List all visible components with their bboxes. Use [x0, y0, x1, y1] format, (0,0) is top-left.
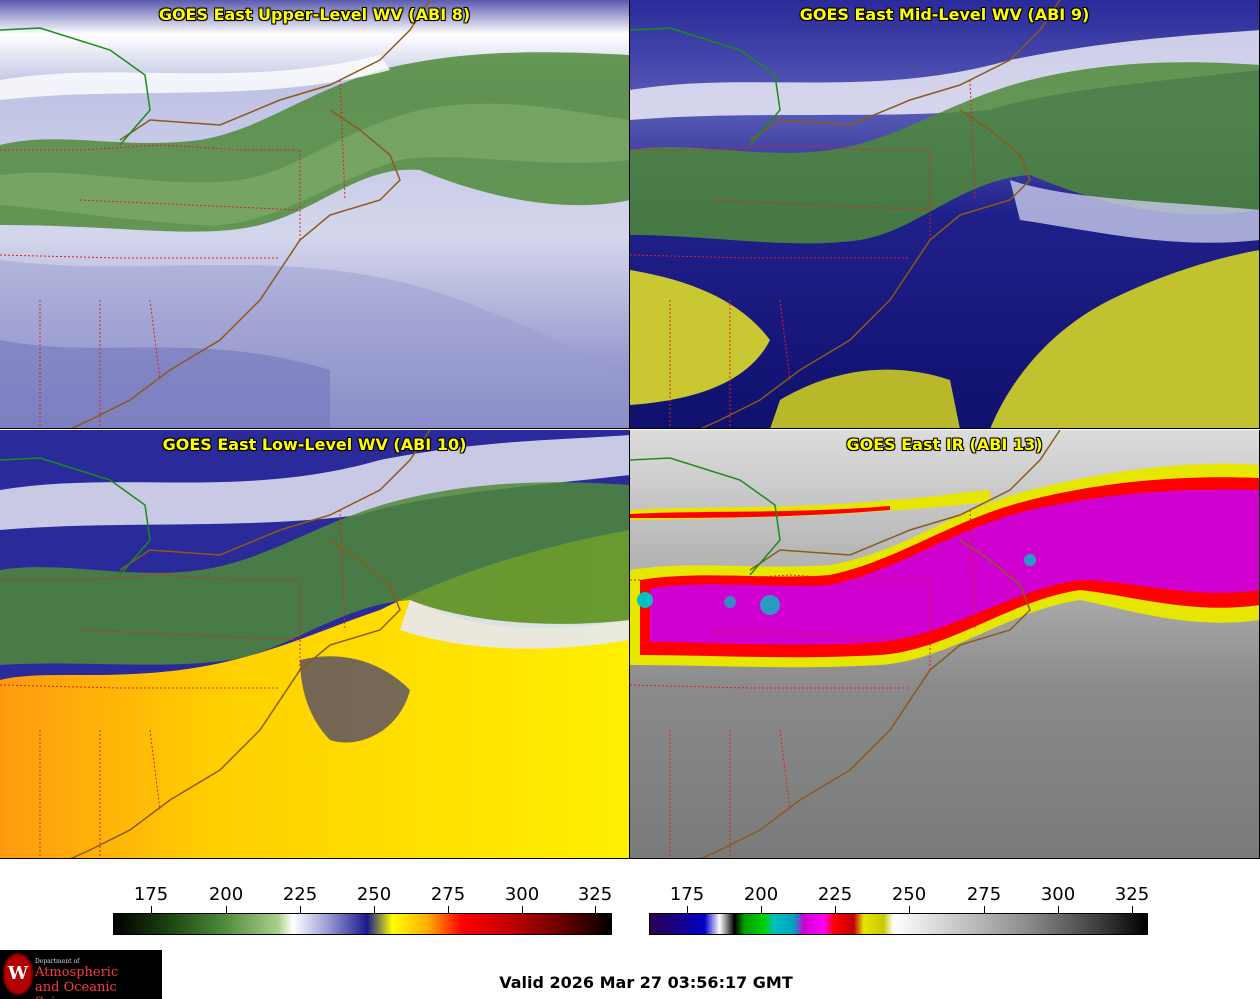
wv-tick-label: 275	[430, 884, 466, 905]
logo-line2: Atmospheric	[35, 965, 119, 980]
ir-tick-label: 225	[817, 884, 853, 905]
ir-colorbar: 175 200 225 250 275 300 325	[649, 884, 1150, 937]
ir-image	[630, 430, 1259, 858]
wv-colorbar-gradient	[113, 913, 612, 935]
logo-line3: and Oceanic Sciences	[35, 980, 117, 999]
ir-tick-label: 300	[1040, 884, 1076, 905]
panel-title: GOES East Low-Level WV (ABI 10)	[162, 435, 467, 454]
wv-colorbar-labels: 175 200 225 250 275 300 325	[113, 884, 613, 914]
aos-logo: W Department of Atmospheric and Oceanic …	[0, 950, 162, 999]
panel-title: GOES East Upper-Level WV (ABI 8)	[158, 5, 471, 24]
upper-level-wv-panel: GOES East Upper-Level WV (ABI 8)	[0, 0, 630, 429]
wv-tick-label: 200	[208, 884, 244, 905]
ir-tick-label: 175	[669, 884, 705, 905]
ir-tick-label: 200	[743, 884, 779, 905]
low-level-wv-panel: GOES East Low-Level WV (ABI 10)	[0, 430, 630, 859]
valid-time: Valid 2026 Mar 27 03:56:17 GMT	[499, 973, 793, 992]
low-level-wv-image	[0, 430, 629, 858]
upper-level-wv-image	[0, 0, 629, 428]
wv-tick-label: 175	[133, 884, 169, 905]
wv-tick-label: 300	[504, 884, 540, 905]
panel-title: GOES East IR (ABI 13)	[846, 435, 1043, 454]
ir-tick-label: 250	[891, 884, 927, 905]
ir-panel: GOES East IR (ABI 13)	[630, 430, 1260, 859]
logo-line1: Department of	[35, 958, 80, 965]
wv-tick-label: 325	[577, 884, 613, 905]
mid-level-wv-panel: GOES East Mid-Level WV (ABI 9)	[630, 0, 1260, 429]
uw-seal-icon: W	[3, 953, 33, 995]
mid-level-wv-image	[630, 0, 1259, 428]
ir-tick-label: 275	[966, 884, 1002, 905]
ir-colorbar-gradient	[649, 913, 1148, 935]
wv-tick-label: 250	[356, 884, 392, 905]
panel-title: GOES East Mid-Level WV (ABI 9)	[799, 5, 1090, 24]
ir-tick-label: 325	[1114, 884, 1150, 905]
wv-tick-label: 225	[282, 884, 318, 905]
wv-colorbar: 175 200 225 250 275 300 325	[113, 884, 612, 937]
ir-colorbar-labels: 175 200 225 250 275 300 325	[649, 884, 1150, 914]
